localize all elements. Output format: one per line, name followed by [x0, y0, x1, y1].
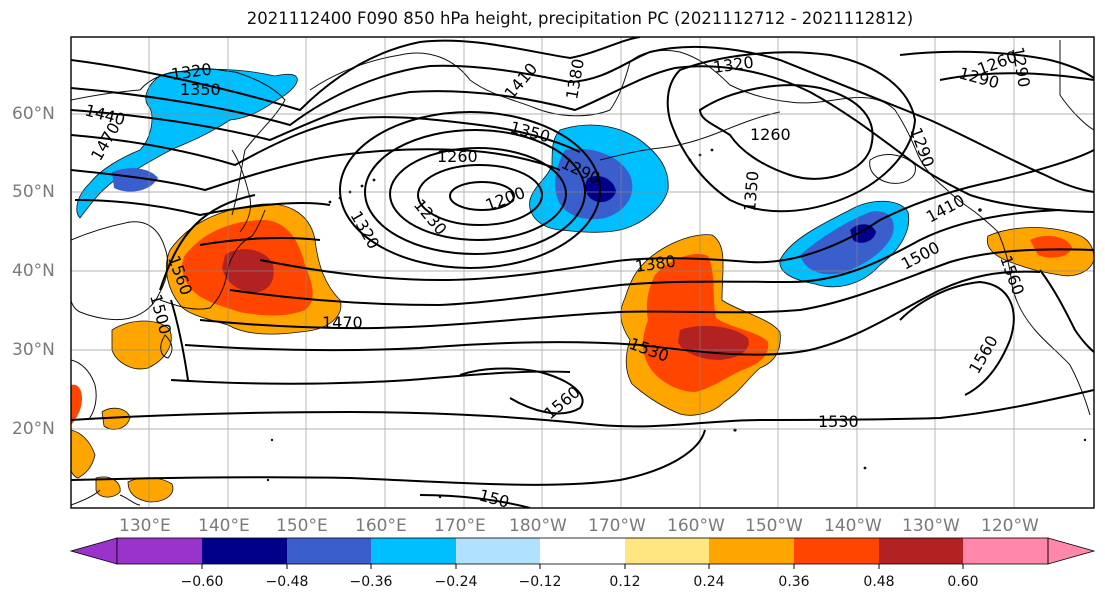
- colorbar-swatch: [287, 538, 371, 564]
- svg-text:150: 150: [477, 486, 511, 512]
- map-frame: [70, 36, 1095, 509]
- svg-text:1320: 1320: [347, 208, 384, 253]
- height-contours: [71, 37, 1094, 508]
- lon-label-170e: 170°E: [434, 516, 486, 536]
- svg-text:1470: 1470: [87, 119, 124, 164]
- svg-text:1380: 1380: [562, 57, 588, 100]
- svg-text:1260: 1260: [437, 147, 478, 166]
- lon-label-140e: 140°E: [198, 516, 250, 536]
- svg-text:1470: 1470: [322, 313, 363, 332]
- colorbar-swatch: [202, 538, 287, 564]
- colorbar-tick-label: −0.36: [349, 574, 393, 590]
- lat-label-40n: 40°N: [12, 261, 55, 281]
- colorbar-extend-high: [1047, 537, 1096, 565]
- colorbar-tick-label: 0.60: [947, 574, 979, 590]
- lon-label-150w: 150°W: [745, 516, 803, 536]
- lon-label-120w: 120°W: [981, 516, 1039, 536]
- svg-text:1350: 1350: [180, 80, 221, 99]
- lat-label-50n: 50°N: [12, 182, 55, 202]
- graticule: [71, 37, 1094, 508]
- coastlines: [71, 40, 1094, 506]
- colorbar-tick-label: −0.24: [434, 574, 478, 590]
- map-area: 1320 1350 1440 1470 1410 1380 1320 1290 …: [71, 37, 1094, 512]
- svg-text:1350: 1350: [740, 170, 762, 212]
- precip-positive-shading: [71, 203, 1094, 503]
- colorbar-tick-label: 0.12: [609, 574, 641, 590]
- svg-text:1320: 1320: [712, 52, 755, 76]
- colorbar-swatch: [879, 538, 963, 564]
- lat-label-30n: 30°N: [12, 340, 55, 360]
- colorbar-swatch: [625, 538, 709, 564]
- colorbar-swatch: [709, 538, 794, 564]
- colorbar-swatch: [371, 538, 456, 564]
- svg-text:1410: 1410: [501, 59, 542, 102]
- map-title: 2021112400 F090 850 hPa height, precipit…: [246, 9, 914, 28]
- lon-label-130e: 130°E: [119, 516, 171, 536]
- lon-label-130w: 130°W: [902, 516, 960, 536]
- svg-text:1560: 1560: [965, 332, 1002, 377]
- colorbar-swatch: [456, 538, 540, 564]
- svg-text:1410: 1410: [923, 191, 968, 227]
- svg-text:1560: 1560: [540, 382, 583, 423]
- colorbar-extend-low: [69, 537, 118, 565]
- colorbar-tick-label: 0.24: [693, 574, 725, 590]
- lon-label-180w: 180°W: [509, 516, 567, 536]
- colorbar-swatch: [794, 538, 879, 564]
- lon-label-160w: 160°W: [667, 516, 725, 536]
- svg-text:1200: 1200: [483, 183, 528, 215]
- lat-label-60n: 60°N: [12, 104, 55, 124]
- colorbar: [69, 537, 1096, 569]
- colorbar-swatch: [540, 538, 625, 564]
- svg-text:1260: 1260: [750, 125, 791, 144]
- colorbar-tick-label: −0.48: [265, 574, 309, 590]
- colorbar-tick-label: −0.12: [518, 574, 562, 590]
- colorbar-tick-label: −0.60: [180, 574, 224, 590]
- lat-label-20n: 20°N: [12, 419, 55, 439]
- lon-label-170w: 170°W: [588, 516, 646, 536]
- colorbar-swatch: [117, 538, 202, 564]
- colorbar-swatch: [963, 538, 1048, 564]
- lon-label-150e: 150°E: [276, 516, 328, 536]
- svg-text:1290: 1290: [906, 125, 938, 170]
- svg-text:1290: 1290: [1008, 45, 1034, 88]
- lon-label-140w: 140°W: [824, 516, 882, 536]
- colorbar-tick-label: 0.36: [778, 574, 810, 590]
- svg-text:1350: 1350: [508, 118, 552, 147]
- colorbar-tick-label: 0.48: [863, 574, 895, 590]
- lon-label-160e: 160°E: [355, 516, 407, 536]
- svg-text:1530: 1530: [818, 412, 859, 431]
